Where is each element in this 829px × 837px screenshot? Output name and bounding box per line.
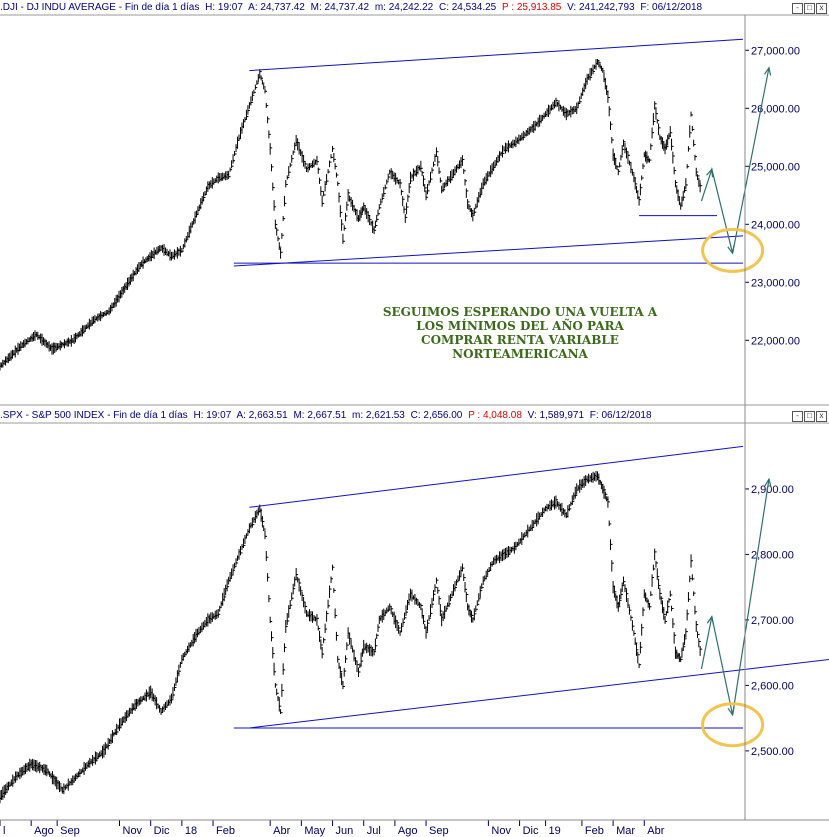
spx-volume: V: 1,589,971: [527, 410, 585, 421]
spx-target-circle: [701, 702, 765, 748]
x-tick-label: Feb: [216, 825, 235, 837]
dji-price-series: [0, 59, 703, 371]
dji-close: C: 24,534.25: [438, 2, 497, 13]
spx-prev: P : 4,048.08: [468, 410, 522, 421]
dji-y-tick-label: 24,000.00: [751, 219, 800, 231]
dji-y-tick-label: 26,000.00: [751, 103, 800, 115]
x-tick-label: Feb: [585, 825, 604, 837]
dji-minimize-button[interactable]: -: [792, 3, 803, 14]
chart-frame: [0, 14, 829, 821]
dji-max: M: 24,737.42: [310, 2, 370, 13]
dji-chart: 22,000.00 23,000.00 24,000.00 25,000.00 26,0…: [0, 38, 800, 371]
dji-date: F: 06/12/2018: [640, 2, 703, 13]
spx-minimize-button[interactable]: -: [792, 411, 803, 422]
x-axis: l Ago Sep Nov Dic 18 Feb Abr May Jun Jul Ago Sep Nov D…: [0, 820, 665, 837]
spx-maximize-button[interactable]: □: [804, 411, 815, 422]
dji-arrow-head-final: [764, 66, 772, 76]
spx-chart: 2,500.00 2,600.00 2,700.00 2,800.00 2,900.00: [0, 445, 829, 804]
spx-y-tick-label: 2,800.00: [751, 549, 794, 561]
annotation-line-1: SEGUIMOS ESPERANDO UNA VUELTA A: [383, 305, 658, 319]
dji-y-tick-label: 23,000.00: [751, 277, 800, 289]
dji-maximize-button[interactable]: □: [804, 3, 815, 14]
x-tick-label: Sep: [60, 825, 80, 837]
annotation-line-3: COMPRAR RENTA VARIABLE: [421, 333, 619, 347]
dji-symbol: .DJI - DJ INDU AVERAGE - Fin de día 1 dí…: [0, 2, 200, 13]
dji-arrow-head-down: [727, 245, 735, 255]
spx-open: A: 2,663.51: [236, 410, 288, 421]
x-tick-label: Abr: [273, 825, 290, 837]
dji-time: H: 19:07: [205, 2, 243, 13]
dji-header: .DJI - DJ INDU AVERAGE - Fin de día 1 dí…: [0, 0, 829, 15]
x-tick-label: Dic: [154, 825, 170, 837]
annotation-line-4: NORTEAMERICANA: [452, 347, 588, 361]
spx-min: m: 2,621.53: [352, 410, 405, 421]
dji-y-tick-label: 27,000.00: [751, 45, 800, 57]
annotation-line-2: LOS MÍNIMOS DEL AÑO PARA: [416, 318, 624, 333]
x-tick-label: Jul: [367, 825, 381, 837]
x-tick-label: 19: [549, 825, 561, 837]
spx-y-tick-label: 2,500.00: [751, 746, 794, 758]
spx-time: H: 19:07: [193, 410, 232, 421]
x-tick-label: May: [304, 825, 325, 837]
dji-volume: V: 241,242,793: [567, 2, 635, 13]
dji-close-button[interactable]: x: [816, 3, 827, 14]
spx-y-tick-label: 2,600.00: [751, 680, 794, 692]
dji-trendline-channel-bottom: [233, 235, 744, 267]
spx-price-series: [0, 470, 703, 804]
x-tick-label: Sep: [429, 825, 449, 837]
x-tick-label: Dic: [523, 825, 539, 837]
spx-date: F: 06/12/2018: [589, 410, 652, 421]
dji-prev: P : 25,913.85: [502, 2, 562, 13]
spx-close-button[interactable]: x: [816, 411, 827, 422]
dji-projection-path: [700, 67, 770, 254]
spx-max: M: 2,667.51: [293, 410, 347, 421]
spx-trendline-channel-top: [249, 445, 744, 508]
x-tick-label: Ago: [398, 825, 418, 837]
x-tick-label: Jun: [336, 825, 354, 837]
spx-symbol: .SPX - S&P 500 INDEX - Fin de día 1 días: [0, 410, 188, 421]
spx-header: .SPX - S&P 500 INDEX - Fin de día 1 días…: [0, 408, 829, 423]
spx-y-tick-label: 2,700.00: [751, 615, 794, 627]
spx-arrow-head-up: [706, 615, 715, 625]
x-tick-label: Ago: [34, 825, 54, 837]
x-tick-label: l: [3, 825, 5, 837]
dji-open: A: 24,737.42: [248, 2, 305, 13]
spx-close: C: 2,656.00: [410, 410, 463, 421]
spx-projection-path: [700, 479, 770, 715]
spx-trendline-channel-bottom: [249, 658, 829, 729]
dji-trendline-channel-top: [249, 38, 744, 72]
dji-y-tick-label: 22,000.00: [751, 335, 800, 347]
spx-y-tick-label: 2,900.00: [751, 484, 794, 496]
x-tick-label: 18: [185, 825, 197, 837]
x-tick-label: Nov: [123, 825, 143, 837]
dji-target-circle: [701, 227, 765, 273]
x-tick-label: Nov: [491, 825, 511, 837]
spx-arrow-head-down: [727, 706, 735, 717]
dji-min: m: 24,242.22: [374, 2, 434, 13]
x-tick-label: Mar: [616, 825, 635, 837]
dji-y-tick-label: 25,000.00: [751, 161, 800, 173]
x-tick-label: Abr: [647, 825, 664, 837]
dji-arrow-head-up: [706, 167, 714, 178]
spx-arrow-head-final: [764, 477, 772, 488]
